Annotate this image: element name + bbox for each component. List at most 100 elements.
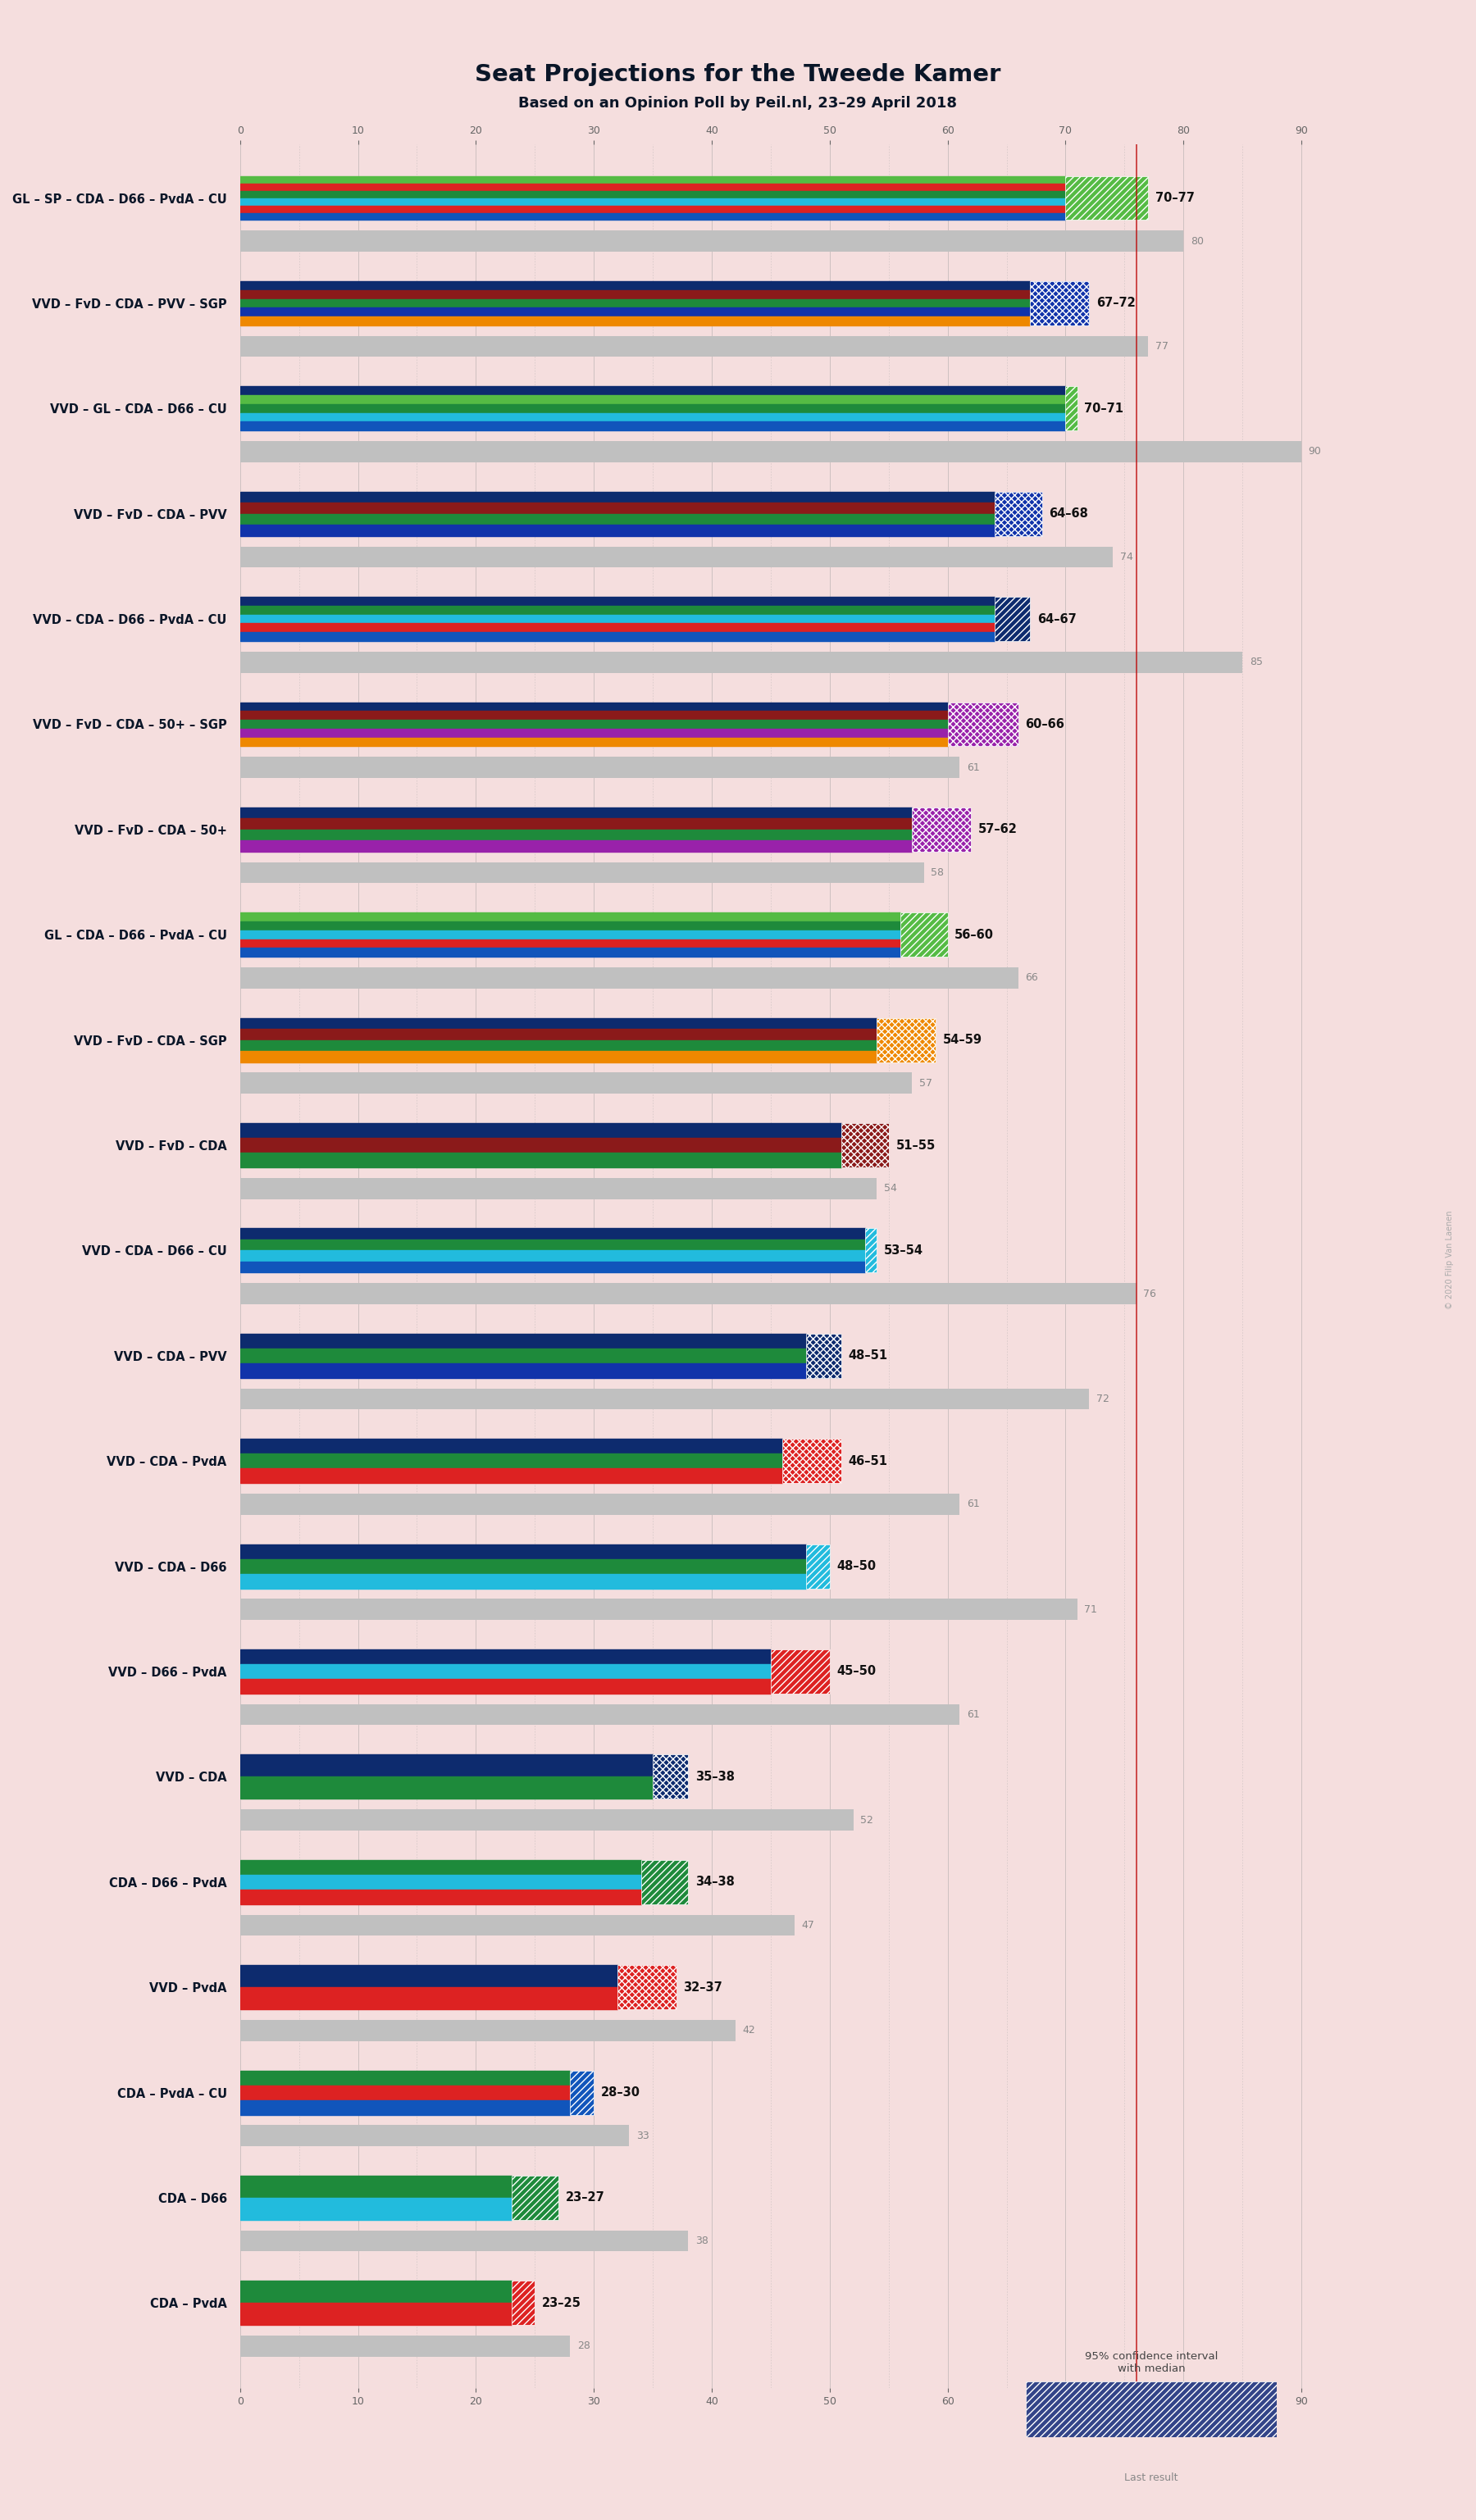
Text: 70–71: 70–71	[1085, 403, 1123, 416]
Bar	[241, 491, 995, 501]
Bar	[241, 290, 1030, 300]
Text: 85: 85	[1250, 658, 1262, 668]
Bar	[241, 212, 1066, 219]
Bar	[617, 1966, 676, 2008]
Bar	[241, 633, 995, 640]
Bar	[865, 1227, 877, 1273]
Bar	[241, 386, 1066, 396]
Bar	[241, 2084, 570, 2099]
Bar	[241, 199, 1066, 204]
Text: 64–67: 64–67	[1038, 612, 1076, 625]
Bar	[241, 1875, 641, 1890]
Text: 53–54: 53–54	[884, 1245, 924, 1257]
Bar	[241, 1074, 912, 1094]
Bar	[241, 1572, 806, 1588]
Text: 95% confidence interval
with median: 95% confidence interval with median	[1085, 2351, 1218, 2374]
Text: 57: 57	[920, 1079, 933, 1089]
Text: 80: 80	[1191, 237, 1204, 247]
Bar	[241, 912, 900, 922]
Bar	[241, 441, 1302, 461]
Bar	[241, 1454, 782, 1469]
Text: 90: 90	[1309, 446, 1321, 456]
Bar	[241, 2230, 688, 2250]
Text: 77: 77	[1156, 340, 1169, 353]
Bar	[241, 192, 1066, 199]
Bar	[241, 2021, 735, 2041]
Bar	[841, 1124, 889, 1167]
Bar	[241, 2124, 629, 2147]
Bar	[806, 1545, 830, 1588]
Text: 48–51: 48–51	[849, 1351, 889, 1361]
Text: 57–62: 57–62	[979, 824, 1017, 837]
Text: 70–77: 70–77	[1156, 192, 1194, 204]
Text: 28–30: 28–30	[601, 2087, 641, 2099]
Text: 23–25: 23–25	[542, 2296, 582, 2308]
Bar	[241, 1469, 782, 1484]
Bar	[241, 413, 1066, 421]
Bar	[241, 930, 900, 940]
Bar	[241, 2197, 511, 2220]
Bar	[241, 300, 1030, 307]
Text: 61: 61	[967, 1499, 980, 1509]
Bar	[511, 2175, 558, 2220]
Bar	[241, 948, 900, 958]
Text: 47: 47	[801, 1920, 815, 1930]
Text: 33: 33	[636, 2129, 649, 2142]
Bar	[782, 1439, 841, 1484]
Bar	[241, 1363, 806, 1378]
Bar	[241, 2071, 570, 2084]
Bar	[241, 1651, 770, 1663]
Bar	[241, 1041, 877, 1051]
Bar	[241, 703, 948, 711]
Text: 32–37: 32–37	[683, 1981, 723, 1993]
Bar	[241, 615, 995, 622]
Bar	[241, 1545, 806, 1560]
Bar	[241, 1860, 641, 1875]
Bar	[241, 1663, 770, 1678]
Bar	[241, 1227, 865, 1240]
Bar	[241, 922, 900, 930]
Bar	[241, 1704, 959, 1726]
Text: 64–68: 64–68	[1049, 507, 1088, 519]
Bar	[948, 703, 1018, 746]
Text: 61: 61	[967, 761, 980, 774]
Bar	[241, 1018, 877, 1028]
Bar	[241, 597, 995, 605]
Bar	[241, 738, 948, 746]
Text: 58: 58	[931, 867, 945, 877]
Bar	[241, 728, 948, 738]
Bar	[241, 1754, 652, 1777]
Bar	[652, 1754, 688, 1799]
Text: Last result: Last result	[1125, 2472, 1178, 2482]
Bar	[877, 1018, 936, 1061]
Bar	[241, 1152, 841, 1167]
Text: 61: 61	[967, 1709, 980, 1721]
Bar	[241, 501, 995, 514]
Text: 46–51: 46–51	[849, 1454, 889, 1467]
Bar	[241, 403, 1066, 413]
Bar	[241, 1777, 652, 1799]
Bar	[241, 1283, 1137, 1305]
Text: 45–50: 45–50	[837, 1666, 877, 1678]
Bar	[912, 806, 971, 852]
Text: 48–50: 48–50	[837, 1560, 877, 1572]
Bar	[241, 622, 995, 633]
Bar	[241, 2281, 511, 2303]
Bar	[241, 1051, 877, 1061]
Bar	[241, 940, 900, 948]
Text: 28: 28	[577, 2341, 590, 2351]
Bar	[641, 1860, 688, 1905]
Bar	[241, 176, 1066, 184]
Bar	[241, 2303, 511, 2326]
Bar	[241, 232, 1184, 252]
Bar	[241, 842, 912, 852]
Text: 56–60: 56–60	[955, 927, 993, 940]
Text: 67–72: 67–72	[1097, 297, 1135, 310]
Bar	[241, 1124, 841, 1139]
Bar	[241, 829, 912, 842]
Text: 51–55: 51–55	[896, 1139, 936, 1152]
Bar	[241, 1439, 782, 1454]
Bar	[241, 1809, 853, 1830]
Bar	[241, 524, 995, 537]
Bar	[241, 862, 924, 882]
